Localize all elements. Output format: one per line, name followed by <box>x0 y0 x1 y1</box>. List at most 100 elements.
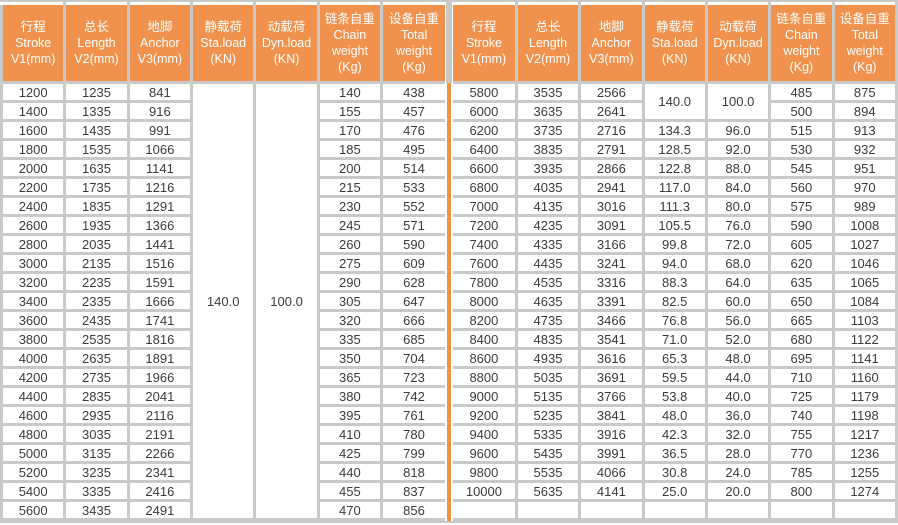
divider-orange-line <box>447 83 451 521</box>
data-row: 8600 4935 3616 65.3 48.0 695 1141 <box>453 347 898 369</box>
cell-total-weight: 609 <box>380 252 445 274</box>
cell-stroke: 3400 <box>0 290 67 312</box>
header-line: V3(mm) <box>137 52 183 67</box>
data-row-empty <box>453 499 898 521</box>
cell-chain-weight: 620 <box>768 252 835 274</box>
header-line: Sta.load <box>651 35 698 50</box>
cell-stroke: 10000 <box>453 480 518 502</box>
cell-length: 3935 <box>514 157 582 179</box>
header-line: (Kg) <box>338 60 362 75</box>
data-row: 5200 3235 2341 440 818 <box>0 461 445 483</box>
cell-sta-load: 111.3 <box>641 195 708 217</box>
col-header-dyn-load: 动载荷 Dyn.load (KN) <box>253 2 320 84</box>
header-line: (Kg) <box>789 60 814 75</box>
header-line: 链条自重 <box>324 11 375 26</box>
cell-total-weight: 628 <box>380 271 445 293</box>
cell-sta-load: 36.5 <box>641 442 708 464</box>
cell-total-weight: 533 <box>380 176 445 198</box>
cell-chain-weight: 605 <box>768 233 835 255</box>
cell-sta-load: 30.8 <box>641 461 708 483</box>
data-row: 5600 3435 2491 470 856 <box>0 499 445 521</box>
header-line: 静载荷 <box>655 19 694 34</box>
cell-sta-load-merged: 140.0 <box>641 81 708 122</box>
cell-total-weight: 495 <box>380 138 445 160</box>
data-row: 4800 3035 2191 410 780 <box>0 423 445 445</box>
cell-length: 4635 <box>514 290 582 312</box>
cell-stroke: 4000 <box>0 347 67 369</box>
cell-stroke: 6800 <box>453 176 518 198</box>
cell-dyn-load: 60.0 <box>704 290 772 312</box>
cell-total-weight: 742 <box>380 385 445 407</box>
cell-total-weight: 1160 <box>831 366 898 388</box>
col-header-chain-weight: 链条自重 Chain weight (Kg) <box>316 2 384 84</box>
header-line: Anchor <box>140 35 180 50</box>
cell-length: 5135 <box>514 385 582 407</box>
cell-anchor: 3166 <box>578 233 645 255</box>
cell-length: 3535 <box>514 81 582 103</box>
cell-length: 5235 <box>514 404 582 426</box>
header-line: Total <box>400 27 428 42</box>
cell-stroke: 8800 <box>453 366 518 388</box>
cell-chain-weight: 500 <box>768 100 835 122</box>
cell-total-weight: 552 <box>380 195 445 217</box>
header-line: 链条自重 <box>776 11 827 26</box>
cell-chain-weight: 650 <box>768 290 835 312</box>
cell-chain-weight: 365 <box>316 366 384 388</box>
cell-length: 1335 <box>63 100 130 122</box>
cell-anchor: 2116 <box>126 404 194 426</box>
cell-anchor: 3616 <box>578 347 645 369</box>
cell-total-weight: 514 <box>380 157 445 179</box>
cell-length: 1435 <box>63 119 130 141</box>
cell-stroke: 3000 <box>0 252 67 274</box>
data-row: 9400 5335 3916 42.3 32.0 755 1217 <box>453 423 898 445</box>
data-row: 2200 1735 1216 215 533 <box>0 176 445 198</box>
header-line: Sta.load <box>200 35 247 50</box>
cell-stroke: 2000 <box>0 157 67 179</box>
cell-chain-weight: 230 <box>316 195 384 217</box>
data-row: 9200 5235 3841 48.0 36.0 740 1198 <box>453 404 898 426</box>
cell-dyn-load: 88.0 <box>704 157 772 179</box>
header-line: Dyn.load <box>261 35 312 50</box>
cell-length: 2735 <box>63 366 130 388</box>
cell-anchor: 3916 <box>578 423 645 445</box>
cell-total-weight: 1103 <box>831 309 898 331</box>
data-row: 8800 5035 3691 59.5 44.0 710 1160 <box>453 366 898 388</box>
cell-anchor: 3691 <box>578 366 645 388</box>
data-row: 6400 3835 2791 128.5 92.0 530 932 <box>453 138 898 160</box>
cell-stroke: 2400 <box>0 195 67 217</box>
cell-stroke: 1600 <box>0 119 67 141</box>
cell-sta-load: 105.5 <box>641 214 708 236</box>
data-row: 9000 5135 3766 53.8 40.0 725 1179 <box>453 385 898 407</box>
cell-total-weight: 780 <box>380 423 445 445</box>
cell-length: 2535 <box>63 328 130 350</box>
col-header-total-weight: 设备自重 Total weight (Kg) <box>380 2 445 84</box>
cell-total-weight: 1236 <box>831 442 898 464</box>
cell-length: 2335 <box>63 290 130 312</box>
cell-dyn-load: 96.0 <box>704 119 772 141</box>
cell-anchor: 1591 <box>126 271 194 293</box>
cell-chain-weight: 590 <box>768 214 835 236</box>
cell-total-weight: 704 <box>380 347 445 369</box>
cell-total-weight: 1122 <box>831 328 898 350</box>
cell-chain-weight: 215 <box>316 176 384 198</box>
cell-total-weight: 875 <box>831 81 898 103</box>
cell-total-weight: 818 <box>380 461 445 483</box>
cell-dyn-load: 20.0 <box>704 480 772 502</box>
cell-length: 4135 <box>514 195 582 217</box>
cell-stroke: 7400 <box>453 233 518 255</box>
cell-stroke: 6000 <box>453 100 518 122</box>
cell-dyn-load-merged: 100.0 <box>253 81 320 521</box>
cell-anchor: 2341 <box>126 461 194 483</box>
cell-length: 1235 <box>63 81 130 103</box>
cell-stroke: 3200 <box>0 271 67 293</box>
cell-dyn-load: 28.0 <box>704 442 772 464</box>
cell-dyn-load: 56.0 <box>704 309 772 331</box>
header-line: Length <box>528 35 568 50</box>
cell-length: 3135 <box>63 442 130 464</box>
header-line: Anchor <box>591 35 632 50</box>
data-row: 6600 3935 2866 122.8 88.0 545 951 <box>453 157 898 179</box>
cell-total-weight-empty <box>831 499 898 521</box>
cell-length: 1835 <box>63 195 130 217</box>
cell-anchor: 4066 <box>578 461 645 483</box>
